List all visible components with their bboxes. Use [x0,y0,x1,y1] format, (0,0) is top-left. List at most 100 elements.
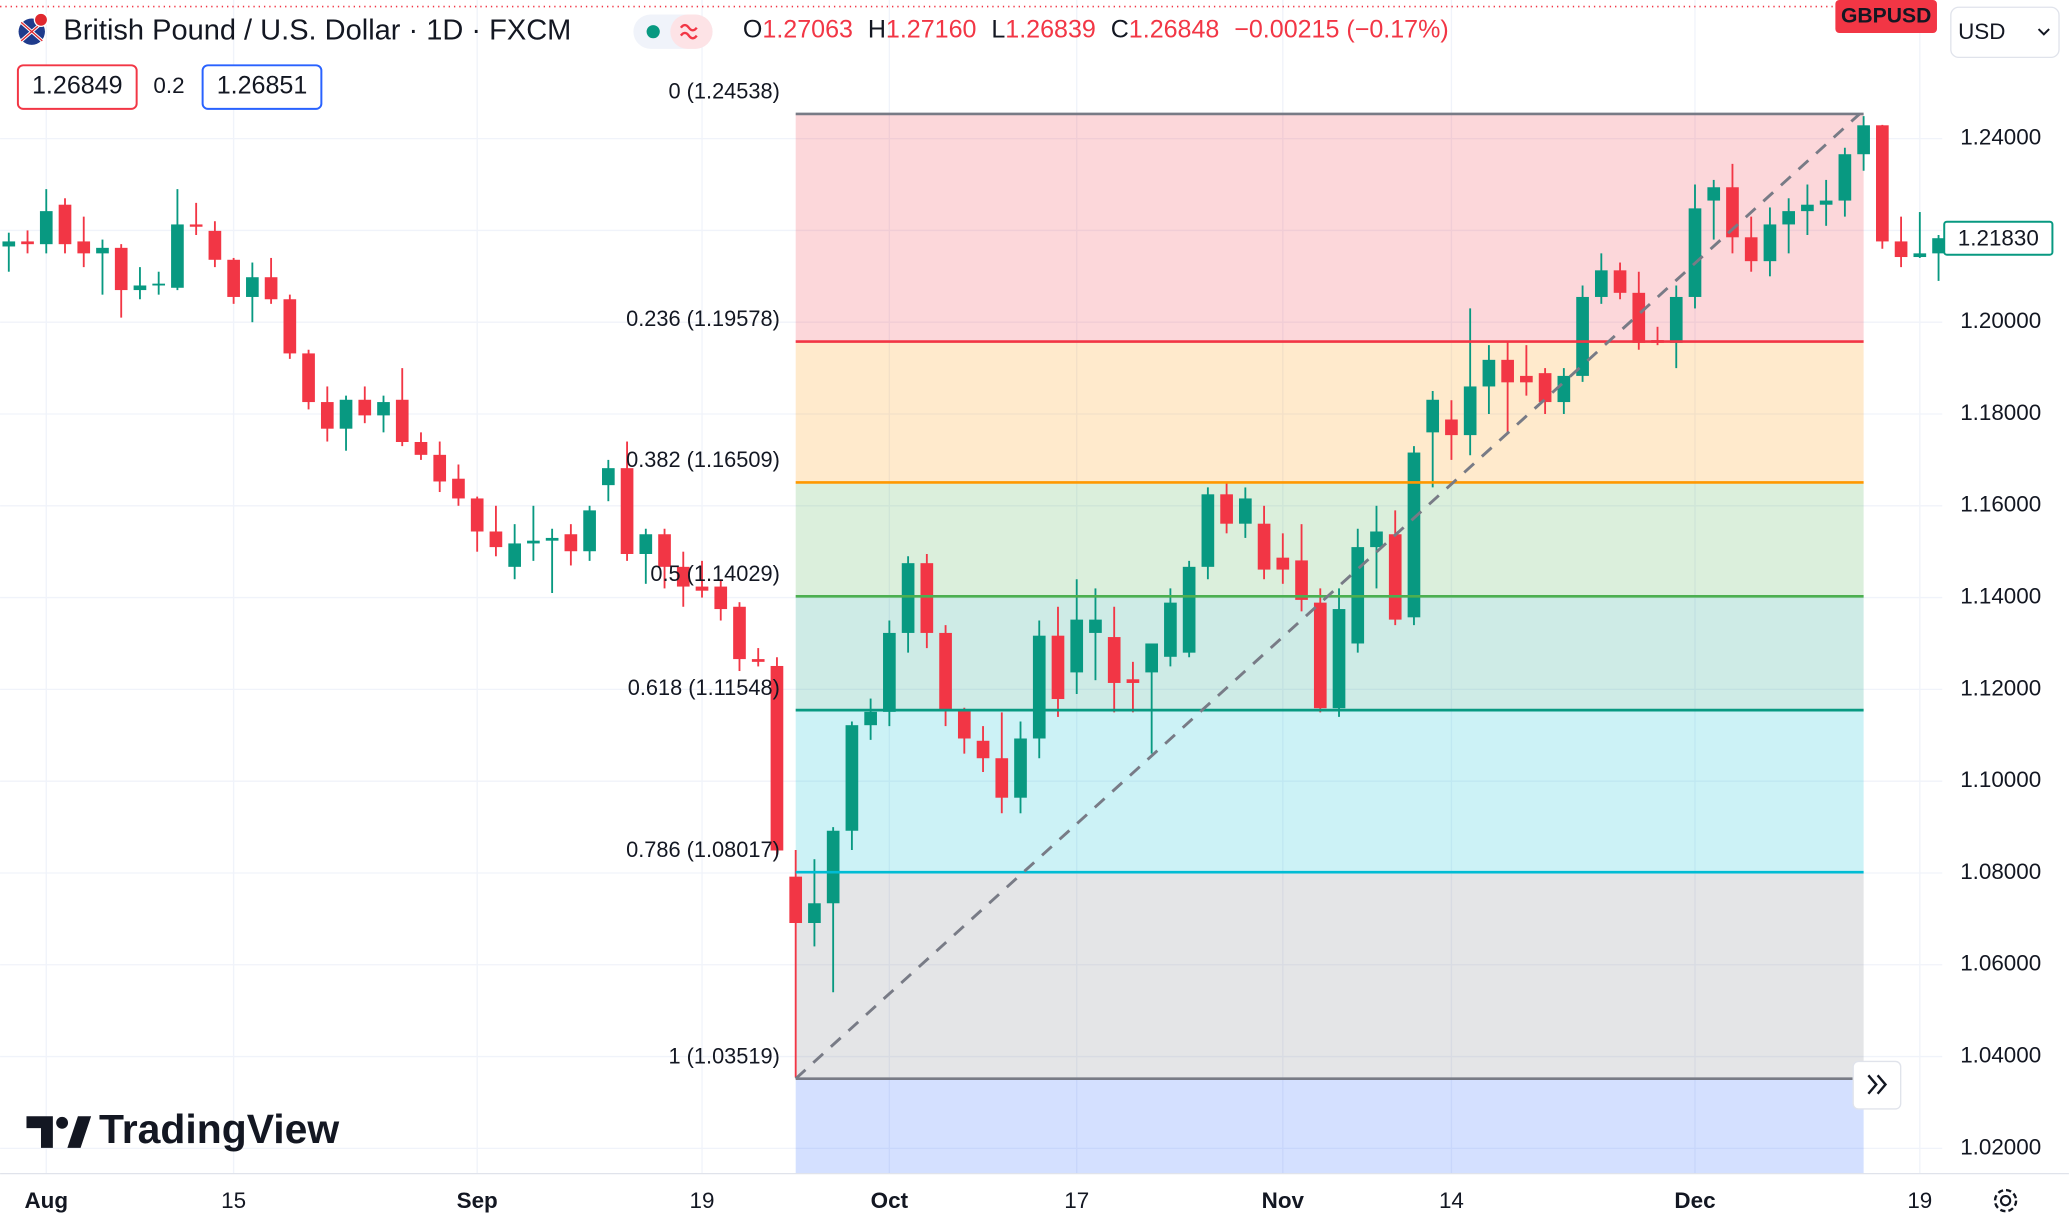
candle-body [1707,187,1721,201]
candle-body [1032,635,1046,739]
candle-body [1557,375,1571,403]
candle-body [1538,373,1552,403]
candle-body [1014,738,1027,798]
buy-price[interactable]: 1.26851 [217,72,308,100]
candle-body [1520,375,1533,383]
candle-body [1501,359,1514,383]
fib-level-label: 0.5 (1.14029) [650,561,779,586]
candle-body [1295,560,1308,600]
candle-body [433,454,447,482]
x-tick-label: 14 [1439,1188,1464,1213]
ohlc-value: 1.26839 [1005,15,1096,43]
fib-extension-zone [795,1078,1864,1174]
candle-body [1463,386,1477,436]
symbol-badge-text: GBPUSD [1841,5,1931,28]
y-tick-label: 1.24000 [1960,125,2041,150]
symbol-flag [18,12,49,45]
candle-body [414,441,428,455]
candle-body [826,830,840,904]
candle-body [1763,224,1777,262]
candle-body [264,277,278,300]
candle-body [1594,270,1608,297]
y-tick-label: 1.10000 [1960,767,2041,792]
candle-body [1332,609,1346,709]
candle-body [695,586,709,591]
y-tick-label: 1.06000 [1960,951,2041,976]
candle-body [508,543,521,567]
fib-zone [795,341,1864,483]
candle-body [1445,419,1458,436]
sell-price[interactable]: 1.26849 [32,72,123,100]
scroll-to-realtime[interactable] [1852,1060,1902,1110]
fib-level-label: 0.786 (1.08017) [626,837,780,862]
market-status[interactable] [633,14,713,49]
ohlc-key: O [743,15,762,43]
candle-body [527,540,540,544]
candle-body [452,478,465,499]
candle-body [658,534,671,567]
candle-body [770,665,784,851]
brand-name: TradingView [99,1106,339,1152]
candle-body [845,725,859,831]
fib-level-label: 0.382 (1.16509) [626,447,780,472]
candle-body [1051,635,1065,700]
candle-body [676,566,690,587]
symbol-title: British Pound / U.S. Dollar · 1D · FXCM [63,14,571,46]
candle-body [939,632,952,710]
x-tick-label: Aug [24,1188,68,1213]
candle-body [227,259,240,297]
fib-trend-line [794,112,1861,1080]
candle-body [1239,498,1252,524]
candle-body [620,468,634,554]
candle-body [1313,602,1327,709]
candle-body [1257,523,1271,570]
candle-body [995,758,1009,798]
candle-body [1613,270,1627,293]
currency-dropdown[interactable]: USD [1950,6,2060,59]
candle-body [395,399,409,442]
y-tick-label: 1.04000 [1960,1042,2041,1067]
y-tick-label: 1.14000 [1960,584,2041,609]
candle-body [639,534,653,554]
candle-body [1576,296,1589,376]
candle-body [1857,125,1870,155]
fib-zone [795,113,1864,342]
fib-level-label: 0.618 (1.11548) [628,675,780,700]
y-tick-label: 1.18000 [1960,400,2041,425]
candle-body [564,534,578,552]
candle-body [901,563,915,633]
buy-button[interactable]: 1.26851 [201,64,323,110]
candle-body [751,659,765,662]
candle-body [1632,292,1646,343]
fib-zone [795,482,1864,597]
candle-body [1089,619,1102,633]
ohlc-value: 1.27063 [762,15,853,43]
candle-body [789,876,803,924]
candle-body [1276,557,1290,570]
candle-body [1894,241,1908,258]
candle-body [1407,452,1421,618]
candle-body [1426,399,1440,433]
candle-body [1744,237,1758,262]
x-tick-label: Oct [871,1188,909,1213]
candle-body [320,402,334,429]
candle-body [96,247,109,254]
sell-button[interactable]: 1.26849 [16,64,138,110]
candle-body [545,537,559,541]
currency-text[interactable]: USD [1958,19,2005,44]
settings-gear[interactable] [1993,1188,2018,1213]
candle-body [1782,211,1796,225]
y-tick-label: 1.02000 [1960,1134,2041,1159]
candle-body [133,285,147,291]
candle-body [1688,208,1702,297]
candle-body [358,399,372,416]
candle-body [1126,679,1140,683]
candle-body [1201,494,1215,567]
y-tick-label: 1.16000 [1960,492,2041,517]
candle-body [152,283,166,286]
candle-body [1107,637,1121,683]
candle-body [1070,619,1084,673]
x-tick-label: 19 [1907,1188,1932,1213]
candle-body [714,586,728,610]
